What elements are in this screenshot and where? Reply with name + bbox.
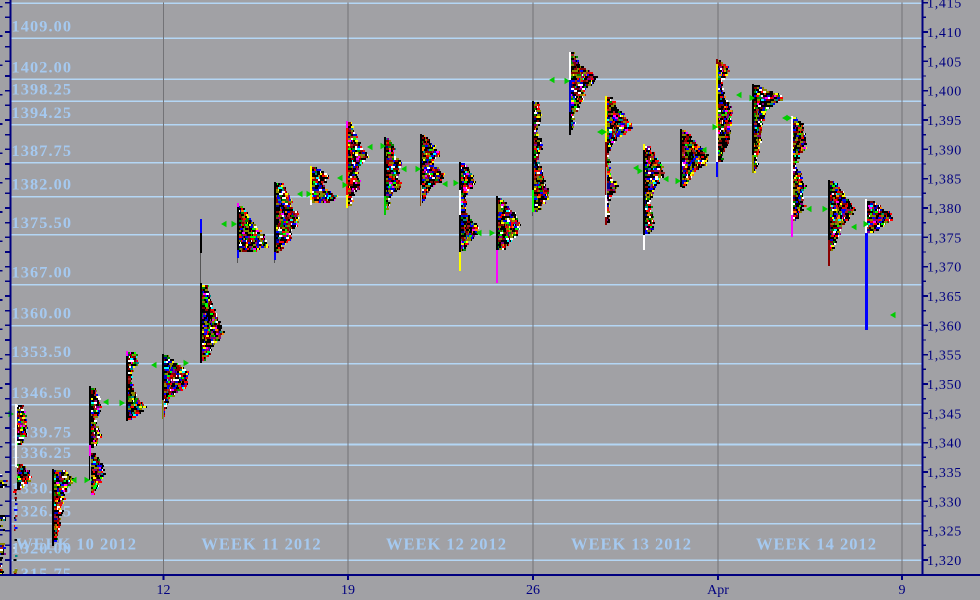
svg-text:1,365: 1,365 <box>927 290 962 305</box>
svg-text:1394.25: 1394.25 <box>12 103 73 122</box>
svg-text:1,410: 1,410 <box>927 26 962 41</box>
svg-text:1382.00: 1382.00 <box>12 175 73 194</box>
svg-text:1409.00: 1409.00 <box>12 16 73 35</box>
svg-text:WEEK 12 2012: WEEK 12 2012 <box>386 535 507 554</box>
svg-text:1,380: 1,380 <box>927 202 962 217</box>
svg-text:1,385: 1,385 <box>927 173 962 188</box>
svg-text:WEEK 14 2012: WEEK 14 2012 <box>756 535 877 554</box>
svg-text:1,330: 1,330 <box>927 495 962 510</box>
svg-text:1346.50: 1346.50 <box>12 383 73 402</box>
svg-text:1375.50: 1375.50 <box>12 213 73 232</box>
svg-text:19: 19 <box>341 583 355 598</box>
svg-text:WEEK 10 2012: WEEK 10 2012 <box>16 535 137 554</box>
svg-text:1,400: 1,400 <box>927 85 962 100</box>
svg-text:1,345: 1,345 <box>927 407 962 422</box>
svg-text:1,415: 1,415 <box>927 0 962 12</box>
svg-text:9: 9 <box>899 583 906 598</box>
svg-text:1,405: 1,405 <box>927 55 962 70</box>
svg-text:1,350: 1,350 <box>927 378 962 393</box>
svg-text:1,360: 1,360 <box>927 319 962 334</box>
svg-text:12: 12 <box>157 583 171 598</box>
svg-text:1,395: 1,395 <box>927 114 962 129</box>
svg-text:1353.50: 1353.50 <box>12 342 73 361</box>
svg-text:1,320: 1,320 <box>927 554 962 569</box>
svg-text:1387.75: 1387.75 <box>12 141 73 160</box>
svg-text:1367.00: 1367.00 <box>12 263 73 282</box>
svg-text:1336.25: 1336.25 <box>12 443 73 462</box>
svg-text:1398.25: 1398.25 <box>12 79 73 98</box>
svg-text:26: 26 <box>526 583 540 598</box>
svg-text:1,335: 1,335 <box>927 466 962 481</box>
svg-text:WEEK 13 2012: WEEK 13 2012 <box>571 535 692 554</box>
svg-text:1,370: 1,370 <box>927 261 962 276</box>
svg-text:1,390: 1,390 <box>927 143 962 158</box>
svg-text:1,340: 1,340 <box>927 437 962 452</box>
svg-text:WEEK 11 2012: WEEK 11 2012 <box>201 535 321 554</box>
svg-text:1320.00: 1320.00 <box>12 538 73 557</box>
svg-text:1402.00: 1402.00 <box>12 57 73 76</box>
svg-text:1,375: 1,375 <box>927 231 962 246</box>
svg-text:1360.00: 1360.00 <box>12 304 73 323</box>
svg-text:Apr: Apr <box>707 583 729 598</box>
svg-text:1,355: 1,355 <box>927 349 962 364</box>
svg-text:1,325: 1,325 <box>927 525 962 540</box>
